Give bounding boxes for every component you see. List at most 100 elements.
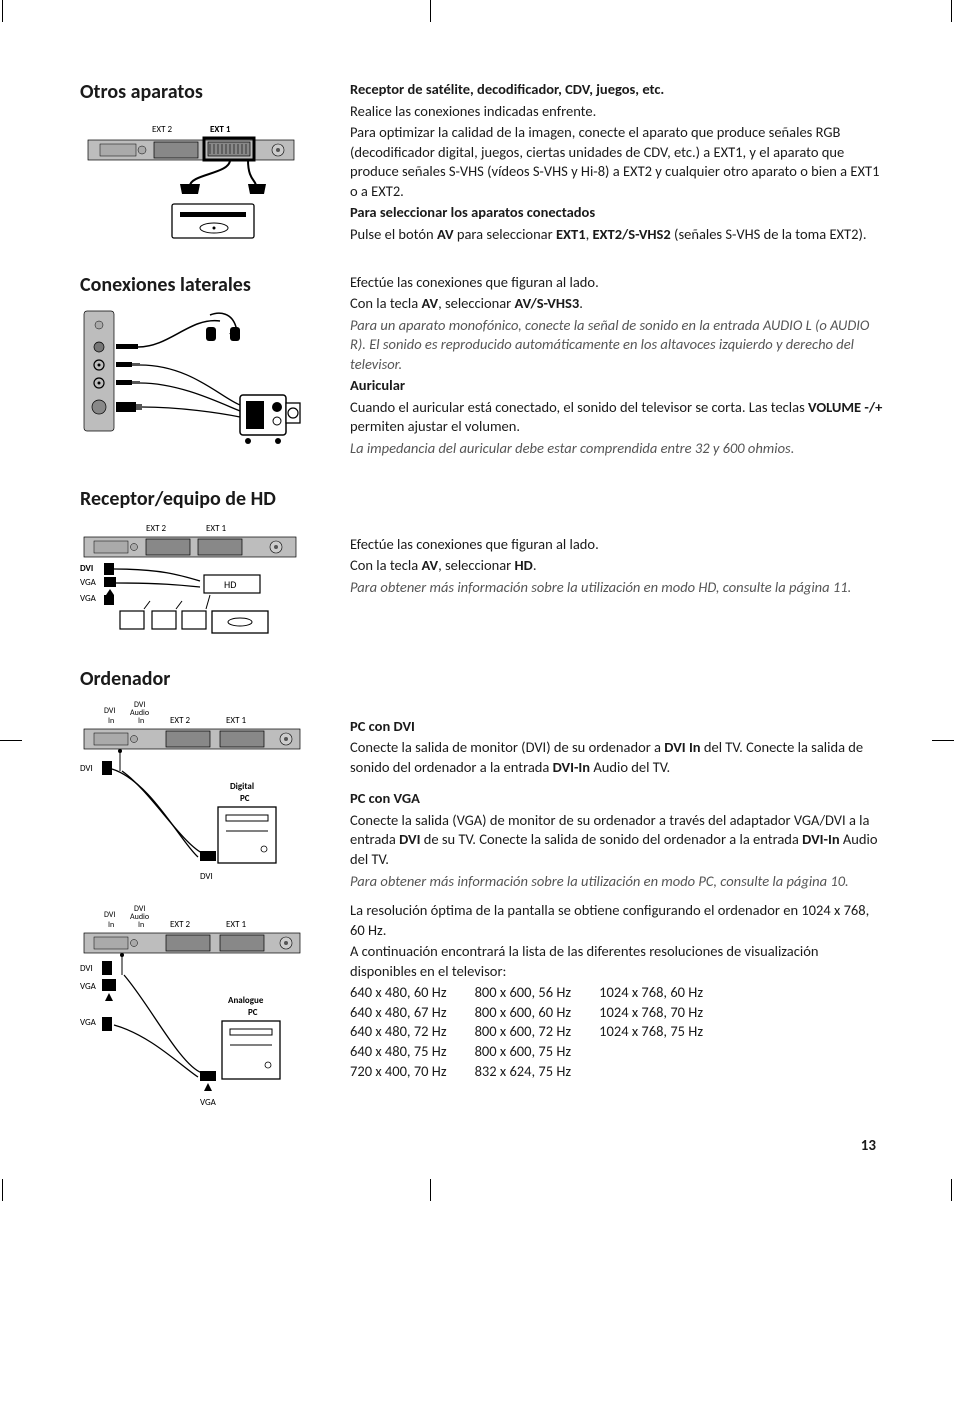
res: 720 x 400, 70 Hz bbox=[350, 1062, 447, 1082]
t: AV bbox=[421, 294, 438, 312]
l: VGA bbox=[80, 577, 97, 588]
figure-digital-pc: DVI In DVI Audio In EXT 2 EXT 1 DVI bbox=[80, 701, 310, 891]
res: 800 x 600, 72 Hz bbox=[475, 1022, 572, 1042]
t: Con la tecla bbox=[350, 556, 421, 574]
l: EXT 2 bbox=[170, 715, 190, 726]
l: In bbox=[108, 716, 114, 726]
crop-mark bbox=[951, 1179, 952, 1201]
t: Conecte la salida de monitor (DVI) de su… bbox=[350, 738, 664, 756]
crop-mark bbox=[2, 0, 3, 22]
label-ext1: EXT 1 bbox=[210, 124, 231, 135]
l: EXT 2 bbox=[170, 919, 190, 930]
t: . bbox=[579, 294, 583, 312]
t: DVI In bbox=[664, 738, 700, 756]
figure-analogue-pc: DVI In DVI Audio In EXT 2 EXT 1 DVI bbox=[80, 905, 310, 1115]
l: DVI bbox=[104, 706, 115, 716]
t: AV bbox=[437, 225, 454, 243]
resolution-table: 640 x 480, 60 Hz 640 x 480, 67 Hz 640 x … bbox=[350, 983, 884, 1081]
text-p1: Realice las conexiones indicadas enfrent… bbox=[350, 102, 884, 122]
l: EXT 1 bbox=[226, 919, 246, 930]
t: , seleccionar bbox=[438, 294, 514, 312]
crop-mark bbox=[932, 740, 954, 741]
section-ordenador: Ordenador DVI In DVI Audio In EXT 2 EXT … bbox=[80, 667, 884, 1115]
text-hd-2: Con la tecla AV, seleccionar HD. bbox=[350, 556, 884, 576]
text-hd-1: Efectúe las conexiones que figuran al la… bbox=[350, 535, 884, 555]
heading-conexiones: Conexiones laterales bbox=[80, 273, 330, 297]
res: 832 x 624, 75 Hz bbox=[475, 1062, 572, 1082]
t: Pulse el botón bbox=[350, 225, 437, 243]
crop-mark bbox=[430, 1179, 431, 1201]
t: DVI bbox=[399, 830, 420, 848]
l: Digital bbox=[230, 781, 254, 792]
t: AV/S-VHS3 bbox=[515, 294, 580, 312]
t: DVI-In bbox=[553, 758, 590, 776]
t: . bbox=[533, 556, 537, 574]
l: EXT 2 bbox=[146, 523, 166, 534]
page-number: 13 bbox=[861, 1137, 876, 1155]
text-ord-2: Conecte la salida (VGA) de monitor de su… bbox=[350, 811, 884, 870]
l: VGA bbox=[200, 1097, 217, 1108]
text-p2: Para optimizar la calidad de la imagen, … bbox=[350, 123, 884, 201]
t: Audio del TV. bbox=[590, 758, 670, 776]
res: 800 x 600, 56 Hz bbox=[475, 983, 572, 1003]
heading-auricular: Auricular bbox=[350, 376, 884, 396]
text-p3: Pulse el botón AV para seleccionar EXT1,… bbox=[350, 225, 884, 245]
text-ord-it1: Para obtener más información sobre la ut… bbox=[350, 872, 884, 892]
text-ord-3: La resolución óptima de la pantalla se o… bbox=[350, 901, 884, 940]
heading-pc-vga: PC con VGA bbox=[350, 789, 884, 809]
res: 640 x 480, 72 Hz bbox=[350, 1022, 447, 1042]
heading-ordenador: Ordenador bbox=[80, 667, 884, 691]
crop-mark bbox=[2, 1179, 3, 1201]
l: EXT 1 bbox=[206, 523, 226, 534]
l: EXT 1 bbox=[226, 715, 246, 726]
res: 800 x 600, 75 Hz bbox=[475, 1042, 572, 1062]
l: DVI bbox=[80, 763, 93, 774]
l: PC bbox=[248, 1007, 258, 1018]
l: DVI bbox=[80, 963, 93, 974]
l: In bbox=[138, 716, 144, 726]
t: (señales S-VHS de la toma EXT2). bbox=[671, 225, 867, 243]
text-cl-it1: Para un aparato monofónico, conecte la s… bbox=[350, 316, 884, 375]
l: VGA bbox=[80, 1017, 97, 1028]
l: DVI bbox=[200, 871, 213, 882]
crop-mark bbox=[430, 0, 431, 22]
l: HD bbox=[224, 578, 236, 591]
res-col-1: 640 x 480, 60 Hz 640 x 480, 67 Hz 640 x … bbox=[350, 983, 447, 1081]
res: 1024 x 768, 75 Hz bbox=[599, 1022, 703, 1042]
label-ext2: EXT 2 bbox=[152, 124, 172, 135]
l: DVI bbox=[80, 563, 93, 574]
figure-otros: EXT 2 EXT 1 bbox=[80, 114, 310, 244]
res: 640 x 480, 75 Hz bbox=[350, 1042, 447, 1062]
l: VGA bbox=[80, 593, 97, 604]
t: para seleccionar bbox=[454, 225, 556, 243]
res: 640 x 480, 67 Hz bbox=[350, 1003, 447, 1023]
text-hd-it1: Para obtener más información sobre la ut… bbox=[350, 578, 884, 598]
crop-mark bbox=[0, 740, 22, 741]
res: 1024 x 768, 70 Hz bbox=[599, 1003, 703, 1023]
l: In bbox=[138, 920, 144, 930]
t: Cuando el auricular está conectado, el s… bbox=[350, 398, 808, 416]
l: In bbox=[108, 920, 114, 930]
heading-pc-dvi: PC con DVI bbox=[350, 717, 884, 737]
heading-select: Para seleccionar los aparatos conectados bbox=[350, 203, 884, 223]
t: VOLUME -/+ bbox=[808, 398, 882, 416]
text-cl-it2: La impedancia del auricular debe estar c… bbox=[350, 439, 884, 459]
t: de su TV. Conecte la salida de sonido de… bbox=[420, 830, 802, 848]
text-ord-4: A continuación encontrará la lista de la… bbox=[350, 942, 884, 981]
l: DVI bbox=[104, 910, 115, 920]
text-cl-2: Con la tecla AV, seleccionar AV/S-VHS3. bbox=[350, 294, 884, 314]
text-ord-1: Conecte la salida de monitor (DVI) de su… bbox=[350, 738, 884, 777]
res: 1024 x 768, 60 Hz bbox=[599, 983, 703, 1003]
t: DVI-In bbox=[802, 830, 839, 848]
res: 800 x 600, 60 Hz bbox=[475, 1003, 572, 1023]
crop-mark bbox=[951, 0, 952, 22]
res-col-3: 1024 x 768, 60 Hz 1024 x 768, 70 Hz 1024… bbox=[599, 983, 703, 1081]
figure-hd: EXT 2 EXT 1 DVI VGA VGA bbox=[80, 521, 310, 641]
section-conexiones: Conexiones laterales bbox=[80, 273, 884, 461]
l: VGA bbox=[80, 981, 97, 992]
text-cl-3: Cuando el auricular está conectado, el s… bbox=[350, 398, 884, 437]
heading-receptor: Receptor de satélite, decodificador, CDV… bbox=[350, 80, 884, 100]
t: AV bbox=[421, 556, 438, 574]
res-col-2: 800 x 600, 56 Hz 800 x 600, 60 Hz 800 x … bbox=[475, 983, 572, 1081]
text-cl-1: Efectúe las conexiones que figuran al la… bbox=[350, 273, 884, 293]
